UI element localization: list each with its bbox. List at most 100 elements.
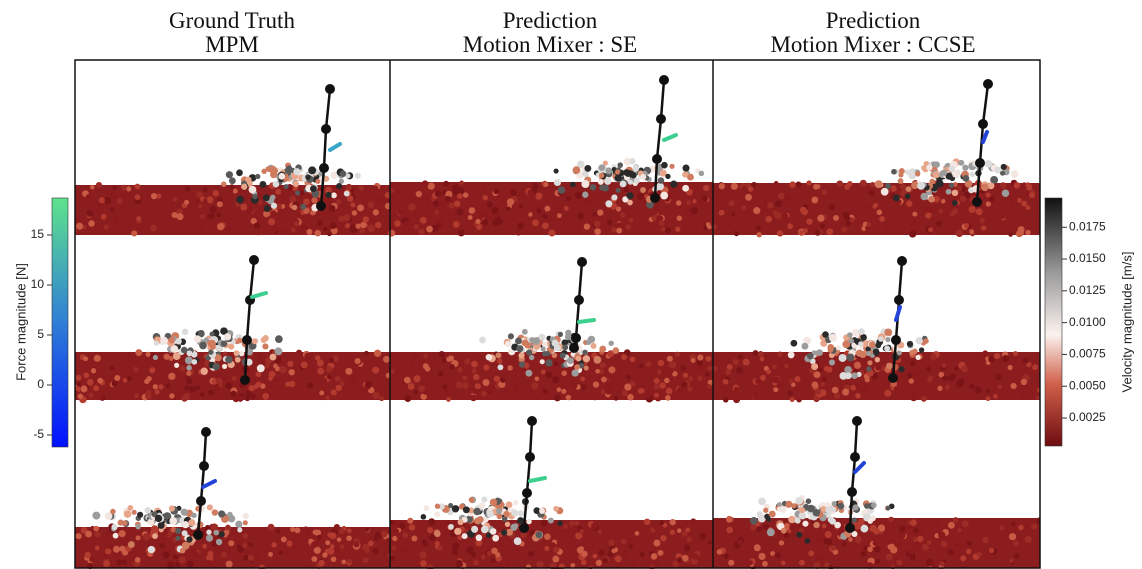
moving-particle <box>699 171 705 177</box>
sand-particle <box>86 194 91 199</box>
moving-particle <box>781 528 787 534</box>
moving-particle <box>186 365 192 371</box>
moving-particle <box>952 190 958 196</box>
sand-particle <box>957 528 961 532</box>
sand-particle <box>438 201 444 207</box>
sand-particle <box>594 228 601 235</box>
tool-joint <box>975 158 985 168</box>
sand-particle <box>723 554 728 559</box>
moving-particle <box>562 344 568 350</box>
sand-particle <box>111 381 117 387</box>
colorbar-tick-label: 0.0050 <box>1069 378 1106 392</box>
sand-particle <box>936 221 942 227</box>
sand-particle <box>913 528 918 533</box>
sand-particle <box>226 561 233 568</box>
moving-particle <box>557 520 562 525</box>
sand-particle <box>554 395 561 402</box>
sand-particle <box>403 533 409 539</box>
moving-particle <box>769 511 776 518</box>
moving-particle <box>599 185 605 191</box>
sand-particle <box>702 558 707 563</box>
sand-particle <box>103 554 109 560</box>
moving-particle <box>584 365 589 370</box>
moving-particle <box>469 497 475 503</box>
sand-particle <box>351 377 357 383</box>
sand-particle <box>808 551 814 557</box>
sand-particle <box>896 559 902 565</box>
sand-particle <box>454 200 461 207</box>
sand-particle <box>428 518 435 525</box>
sand-particle <box>455 560 462 567</box>
sand-particle <box>667 356 673 362</box>
sand-particle <box>577 213 584 220</box>
moving-particle <box>858 341 863 346</box>
sand-particle <box>372 392 379 399</box>
sand-particle <box>734 231 739 236</box>
moving-particle <box>796 532 802 538</box>
sand-particle <box>564 206 569 211</box>
moving-particle <box>750 517 758 525</box>
moving-particle <box>584 165 591 172</box>
force-arrow <box>855 463 864 472</box>
moving-particle <box>275 335 283 343</box>
sand-particle <box>515 545 521 551</box>
sand-particle <box>594 221 601 228</box>
moving-particle <box>124 510 132 518</box>
moving-particle <box>243 513 249 519</box>
moving-particle <box>539 508 545 514</box>
moving-particle <box>777 506 783 512</box>
tool-joint <box>569 343 579 353</box>
sand-particle <box>736 367 743 374</box>
sand-particle <box>169 393 175 399</box>
sand-particle <box>836 180 843 187</box>
moving-particle <box>308 166 316 174</box>
force-arrow <box>330 144 340 150</box>
sand-particle <box>955 553 960 558</box>
sand-particle <box>409 361 414 366</box>
sand-particle <box>789 181 796 188</box>
sand-particle <box>253 559 257 563</box>
sand-particle <box>658 360 664 366</box>
sand-particle <box>575 192 582 199</box>
sand-particle <box>232 376 237 381</box>
sand-particle <box>96 182 102 188</box>
sand-particle <box>98 188 103 193</box>
sand-particle <box>989 548 994 553</box>
sand-particle <box>225 382 232 389</box>
moving-particle <box>243 520 248 525</box>
sand-particle <box>894 386 899 391</box>
sand-particle <box>83 356 88 361</box>
moving-particle <box>617 162 623 168</box>
sand-particle <box>373 186 378 191</box>
sand-particle <box>95 546 100 551</box>
sand-particle <box>917 536 923 542</box>
sand-particle <box>969 206 976 213</box>
sand-particle <box>935 519 941 525</box>
moving-particle <box>524 342 531 349</box>
moving-particle <box>573 166 581 174</box>
sand-particle <box>1014 553 1020 559</box>
sand-particle <box>684 547 689 552</box>
sand-particle <box>94 355 101 362</box>
moving-particle <box>866 351 871 356</box>
moving-particle <box>629 158 635 164</box>
sand-particle <box>723 397 728 402</box>
sand-particle <box>408 203 415 210</box>
sand-particle <box>762 561 768 567</box>
sand-particle <box>557 213 562 218</box>
moving-particle <box>111 524 117 530</box>
moving-particle <box>270 354 277 361</box>
sand-particle <box>453 221 460 228</box>
moving-particle <box>226 171 233 178</box>
moving-particle <box>182 329 188 335</box>
moving-particle <box>827 344 834 351</box>
sand-particle <box>563 524 568 529</box>
moving-particle <box>295 191 300 196</box>
sand-particle <box>442 358 447 363</box>
moving-particle <box>310 185 317 192</box>
sand-particle <box>561 371 566 376</box>
sand-particle <box>773 387 778 392</box>
sand-particle <box>327 231 332 236</box>
sand-particle <box>815 389 821 395</box>
sand-particle <box>336 199 341 204</box>
